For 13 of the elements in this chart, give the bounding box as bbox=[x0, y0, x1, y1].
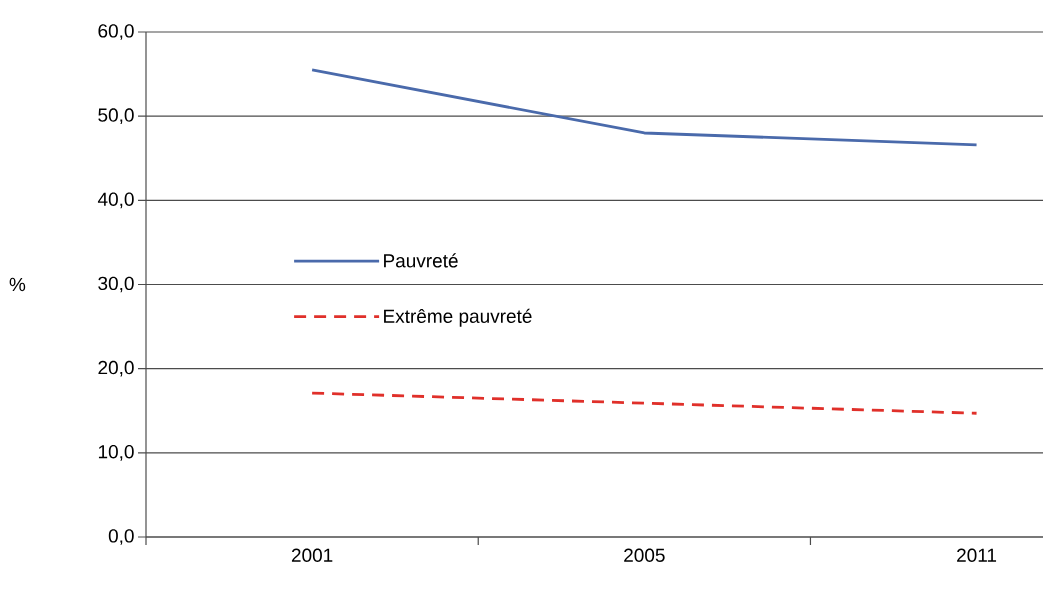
y-tick-label: 60,0 bbox=[98, 24, 134, 40]
y-tick-label: 30,0 bbox=[98, 276, 134, 293]
x-tick-label: 2011 bbox=[957, 548, 997, 562]
y-tick-label: 0,0 bbox=[108, 529, 134, 545]
y-tick-label: 20,0 bbox=[98, 360, 134, 377]
y-tick-label: 50,0 bbox=[98, 108, 134, 125]
y-tick-label: 40,0 bbox=[97, 192, 134, 209]
y-axis-title: % bbox=[9, 277, 26, 292]
x-tick-label: 2005 bbox=[624, 548, 665, 562]
legend-label: Extrême pauvreté bbox=[384, 308, 532, 327]
y-tick-label: 10,0 bbox=[98, 444, 134, 461]
legend-label: Pauvreté bbox=[384, 253, 458, 268]
x-tick-label: 2001 bbox=[291, 548, 333, 562]
